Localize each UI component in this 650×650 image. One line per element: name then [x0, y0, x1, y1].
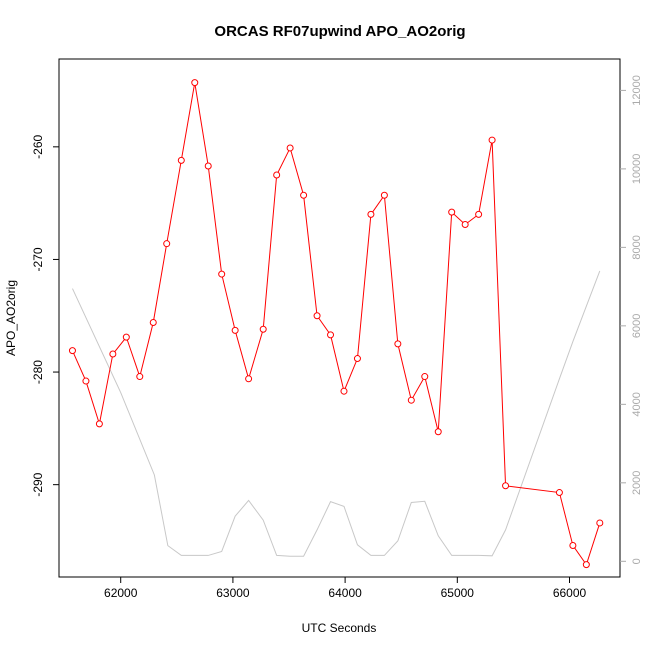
data-point	[136, 373, 144, 381]
data-point	[286, 144, 294, 152]
data-point	[380, 191, 388, 199]
data-point	[313, 312, 321, 320]
data-point	[177, 156, 185, 164]
data-point	[300, 191, 308, 199]
data-point	[502, 482, 510, 490]
data-point	[569, 541, 577, 549]
y-axis-right: 0 2000 4000 6000 8000 10000 12000	[620, 75, 643, 564]
y2-tick-label: 12000	[631, 75, 643, 106]
data-point	[353, 355, 361, 363]
data-point	[109, 350, 117, 358]
data-point	[555, 489, 563, 497]
y-tick-label: -280	[31, 360, 45, 384]
data-point	[327, 331, 335, 339]
x-tick-label: 62000	[104, 586, 138, 600]
data-point	[149, 319, 157, 327]
data-point	[191, 79, 199, 87]
data-point	[231, 326, 239, 334]
y2-tick-label: 4000	[631, 392, 643, 416]
x-tick-label: 65000	[441, 586, 475, 600]
data-point	[218, 270, 226, 278]
x-tick-label: 64000	[328, 586, 362, 600]
data-point	[407, 396, 415, 404]
chart-title: ORCAS RF07upwind APO_AO2orig	[214, 23, 465, 40]
data-point	[421, 373, 429, 381]
data-point	[163, 240, 171, 248]
data-point	[367, 210, 375, 218]
data-point	[448, 208, 456, 216]
data-point	[475, 210, 483, 218]
y2-tick-label: 6000	[631, 314, 643, 338]
plot-frame	[58, 58, 621, 578]
y2-tick-label: 0	[631, 558, 643, 564]
x-axis: 62000 63000 64000 65000 66000	[104, 577, 587, 600]
x-tick-label: 66000	[553, 586, 587, 600]
y-axis-left: -290 -280 -270 -260	[31, 135, 59, 497]
series-layer	[68, 79, 604, 569]
x-axis-label: UTC Seconds	[302, 621, 377, 635]
data-point	[340, 387, 348, 395]
data-point	[68, 347, 76, 355]
data-point	[461, 221, 469, 229]
x-tick-label: 63000	[216, 586, 250, 600]
data-point	[82, 377, 90, 385]
data-point	[488, 136, 496, 144]
secondary-series-line	[72, 270, 601, 557]
data-point	[582, 561, 590, 569]
data-point	[259, 325, 267, 333]
y2-tick-label: 10000	[631, 154, 643, 185]
y-tick-label: -270	[31, 247, 45, 271]
data-point	[273, 171, 281, 179]
data-point	[204, 162, 212, 170]
y2-tick-label: 2000	[631, 471, 643, 495]
data-point	[434, 428, 442, 436]
y-tick-label: -290	[31, 472, 45, 496]
y-tick-label: -260	[31, 135, 45, 159]
data-point	[95, 420, 103, 428]
data-point	[122, 333, 130, 341]
data-point	[596, 519, 604, 527]
data-point	[245, 375, 253, 383]
data-point	[394, 340, 402, 348]
y-axis-label: APO_AO2orig	[4, 280, 18, 356]
y2-tick-label: 8000	[631, 235, 643, 259]
